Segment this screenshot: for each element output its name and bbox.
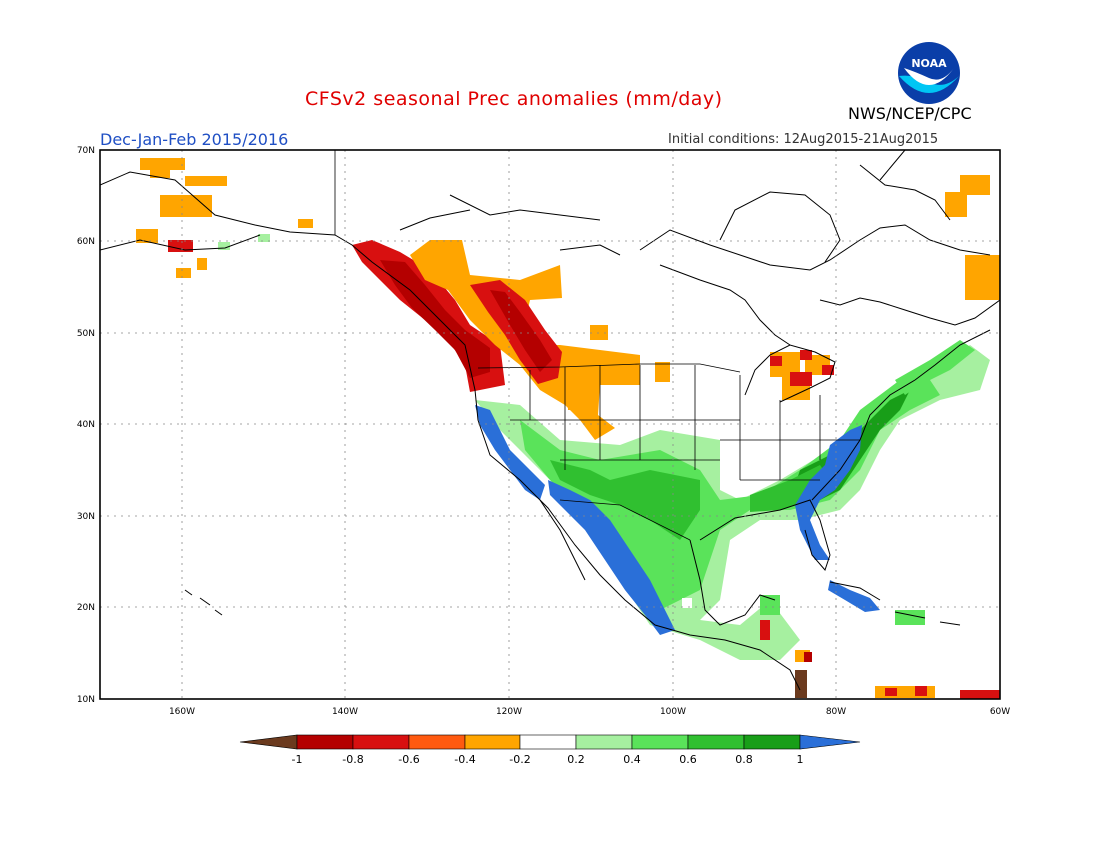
map-frame bbox=[99, 149, 1001, 700]
colorbar-label: 0.2 bbox=[567, 753, 585, 766]
colorbar-label: -0.2 bbox=[509, 753, 530, 766]
colorbar-swatch bbox=[296, 734, 354, 750]
colorbar-swatch bbox=[687, 734, 745, 750]
colorbar-high-arrow bbox=[799, 734, 861, 750]
colorbar-label: -0.4 bbox=[454, 753, 475, 766]
lat-tick-30n: 30N bbox=[77, 512, 95, 522]
map-title: CFSv2 seasonal Prec anomalies (mm/day) bbox=[305, 88, 723, 110]
initial-conditions-label: Initial conditions: 12Aug2015-21Aug2015 bbox=[668, 132, 939, 147]
colorbar-swatch bbox=[519, 734, 577, 750]
lon-tick-80w: 80W bbox=[826, 707, 846, 717]
colorbar-swatch bbox=[743, 734, 801, 750]
lat-tick-20n: 20N bbox=[77, 603, 95, 613]
colorbar: -1 -0.8 -0.6 -0.4 -0.2 0.2 0.4 0.6 0.8 1 bbox=[239, 734, 861, 766]
colorbar-swatch bbox=[408, 734, 466, 750]
season-label: Dec-Jan-Feb 2015/2016 bbox=[100, 130, 289, 149]
lat-tick-60n: 60N bbox=[77, 237, 95, 247]
colorbar-low-arrow bbox=[239, 734, 298, 750]
colorbar-label: -0.8 bbox=[342, 753, 363, 766]
colorbar-label: -1 bbox=[292, 753, 303, 766]
noaa-logo: NOAA bbox=[898, 42, 960, 104]
lat-tick-50n: 50N bbox=[77, 329, 95, 339]
lat-axis: 70N 60N 50N 40N 30N 20N 10N bbox=[77, 146, 95, 705]
colorbar-swatch bbox=[352, 734, 410, 750]
colorbar-label: 0.6 bbox=[679, 753, 697, 766]
lat-tick-10n: 10N bbox=[77, 695, 95, 705]
lon-tick-100w: 100W bbox=[660, 707, 686, 717]
colorbar-swatch bbox=[464, 734, 521, 750]
lon-tick-120w: 120W bbox=[496, 707, 522, 717]
lat-tick-40n: 40N bbox=[77, 420, 95, 430]
agency-label: NWS/NCEP/CPC bbox=[848, 104, 972, 123]
colorbar-label: -0.6 bbox=[398, 753, 419, 766]
coastlines bbox=[100, 150, 1000, 691]
lon-tick-60w: 60W bbox=[990, 707, 1010, 717]
colorbar-label: 0.8 bbox=[735, 753, 753, 766]
graticule bbox=[100, 150, 1000, 699]
lat-tick-70n: 70N bbox=[77, 146, 95, 156]
colorbar-swatch bbox=[575, 734, 633, 750]
lon-tick-160w: 160W bbox=[169, 707, 195, 717]
lon-axis: 160W 140W 120W 100W 80W 60W bbox=[169, 707, 1010, 717]
anomaly-layer bbox=[136, 158, 1000, 699]
noaa-logo-text: NOAA bbox=[911, 57, 947, 70]
colorbar-label: 0.4 bbox=[623, 753, 641, 766]
political-boundaries bbox=[334, 150, 860, 541]
lon-tick-140w: 140W bbox=[332, 707, 358, 717]
colorbar-swatch bbox=[631, 734, 689, 750]
colorbar-label: 1 bbox=[797, 753, 804, 766]
